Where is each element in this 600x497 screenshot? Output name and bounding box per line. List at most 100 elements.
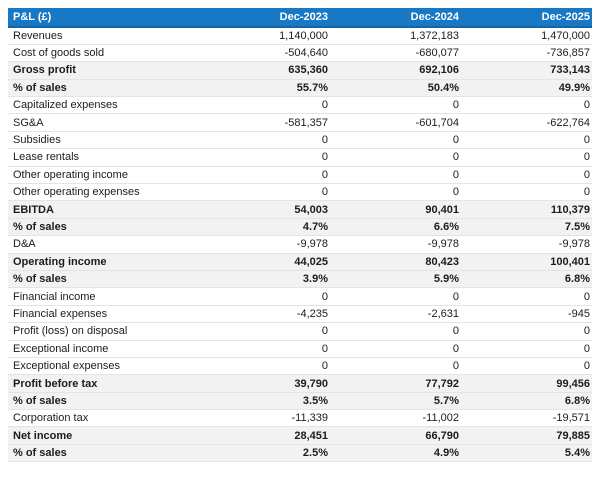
table-row: Capitalized expenses 0 0 0 [8,96,592,115]
value-cell-dec-2024: 77,792 [330,374,461,393]
row-label-cell: D&A [8,235,199,254]
value-cell-dec-2024: 80,423 [330,253,461,271]
table-row: D&A -9,978 -9,978 -9,978 [8,235,592,254]
row-label-cell: Capitalized expenses [8,96,199,115]
table-row: Cost of goods sold -504,640 -680,077 -73… [8,44,592,63]
table-row: % of sales 3.5% 5.7% 6.8% [8,392,592,411]
header-row: P&L (£) Dec-2023 Dec-2024 Dec-2025 [8,8,592,28]
header-col-dec-2025: Dec-2025 [461,8,592,28]
value-cell-dec-2024: 66,790 [330,426,461,445]
value-cell-dec-2023: -9,978 [199,235,330,254]
value-cell-dec-2023: -581,357 [199,113,330,132]
value-cell-dec-2025: -9,978 [461,235,592,254]
value-cell-dec-2024: 90,401 [330,200,461,219]
table-row: Lease rentals 0 0 0 [8,148,592,167]
pl-table: P&L (£) Dec-2023 Dec-2024 Dec-2025 Reven… [8,8,592,463]
value-cell-dec-2024: 0 [330,357,461,376]
row-label-cell: % of sales [8,392,199,411]
table-row: Financial income 0 0 0 [8,287,592,306]
value-cell-dec-2024: -680,077 [330,44,461,63]
table-row: SG&A -581,357 -601,704 -622,764 [8,113,592,132]
value-cell-dec-2023: 0 [199,166,330,185]
table-row: % of sales 3.9% 5.9% 6.8% [8,270,592,289]
value-cell-dec-2023: 1,140,000 [199,27,330,45]
value-cell-dec-2025: 733,143 [461,61,592,80]
table-row: Exceptional expenses 0 0 0 [8,357,592,376]
value-cell-dec-2024: 5.9% [330,270,461,289]
row-label-cell: Exceptional income [8,340,199,358]
header-col-dec-2024: Dec-2024 [330,8,461,28]
value-cell-dec-2025: 0 [461,340,592,358]
value-cell-dec-2025: -19,571 [461,409,592,428]
header-col-dec-2023: Dec-2023 [199,8,330,28]
value-cell-dec-2023: -504,640 [199,44,330,63]
row-label-cell: Lease rentals [8,148,199,167]
table-row: Net income 28,451 66,790 79,885 [8,426,592,445]
table-row: Other operating expenses 0 0 0 [8,183,592,202]
value-cell-dec-2023: 0 [199,183,330,202]
value-cell-dec-2023: 2.5% [199,444,330,463]
value-cell-dec-2025: 0 [461,183,592,202]
table-row: Gross profit 635,360 692,106 733,143 [8,61,592,80]
value-cell-dec-2025: 6.8% [461,270,592,289]
value-cell-dec-2024: 0 [330,322,461,341]
value-cell-dec-2025: 100,401 [461,253,592,271]
table-row: % of sales 2.5% 4.9% 5.4% [8,444,592,463]
table-row: Profit before tax 39,790 77,792 99,456 [8,374,592,393]
row-label-cell: % of sales [8,444,199,463]
pl-table-body: Revenues 1,140,000 1,372,183 1,470,000 C… [8,27,592,463]
value-cell-dec-2024: -9,978 [330,235,461,254]
value-cell-dec-2023: 0 [199,96,330,115]
value-cell-dec-2025: 7.5% [461,218,592,237]
row-label-cell: Cost of goods sold [8,44,199,63]
row-label-cell: Net income [8,426,199,445]
value-cell-dec-2025: 110,379 [461,200,592,219]
value-cell-dec-2024: 0 [330,183,461,202]
row-label-cell: Profit before tax [8,374,199,393]
pl-table-container: P&L (£) Dec-2023 Dec-2024 Dec-2025 Reven… [8,8,592,463]
value-cell-dec-2023: 635,360 [199,61,330,80]
value-cell-dec-2025: 0 [461,287,592,306]
value-cell-dec-2023: 0 [199,287,330,306]
pl-table-header: P&L (£) Dec-2023 Dec-2024 Dec-2025 [8,8,592,28]
value-cell-dec-2023: 3.5% [199,392,330,411]
value-cell-dec-2023: 0 [199,357,330,376]
row-label-cell: Corporation tax [8,409,199,428]
value-cell-dec-2023: 0 [199,131,330,150]
value-cell-dec-2025: -736,857 [461,44,592,63]
value-cell-dec-2023: 28,451 [199,426,330,445]
row-label-cell: SG&A [8,113,199,132]
value-cell-dec-2025: 0 [461,322,592,341]
table-row: Other operating income 0 0 0 [8,166,592,185]
value-cell-dec-2025: 6.8% [461,392,592,411]
value-cell-dec-2024: -601,704 [330,113,461,132]
table-row: Revenues 1,140,000 1,372,183 1,470,000 [8,27,592,45]
row-label-cell: Operating income [8,253,199,271]
table-row: Operating income 44,025 80,423 100,401 [8,253,592,271]
row-label-cell: % of sales [8,270,199,289]
value-cell-dec-2023: -4,235 [199,305,330,324]
row-label-cell: Other operating expenses [8,183,199,202]
value-cell-dec-2025: 99,456 [461,374,592,393]
value-cell-dec-2023: 3.9% [199,270,330,289]
row-label-cell: % of sales [8,79,199,98]
value-cell-dec-2024: -11,002 [330,409,461,428]
value-cell-dec-2023: 4.7% [199,218,330,237]
value-cell-dec-2024: -2,631 [330,305,461,324]
table-row: % of sales 4.7% 6.6% 7.5% [8,218,592,237]
value-cell-dec-2024: 0 [330,131,461,150]
row-label-cell: Revenues [8,27,199,45]
value-cell-dec-2023: 0 [199,322,330,341]
value-cell-dec-2023: 44,025 [199,253,330,271]
table-row: % of sales 55.7% 50.4% 49.9% [8,79,592,98]
value-cell-dec-2024: 0 [330,340,461,358]
value-cell-dec-2024: 0 [330,96,461,115]
table-row: Exceptional income 0 0 0 [8,340,592,358]
value-cell-dec-2023: -11,339 [199,409,330,428]
value-cell-dec-2024: 1,372,183 [330,27,461,45]
value-cell-dec-2024: 0 [330,148,461,167]
value-cell-dec-2025: 0 [461,148,592,167]
value-cell-dec-2023: 0 [199,340,330,358]
row-label-cell: Exceptional expenses [8,357,199,376]
value-cell-dec-2025: 49.9% [461,79,592,98]
